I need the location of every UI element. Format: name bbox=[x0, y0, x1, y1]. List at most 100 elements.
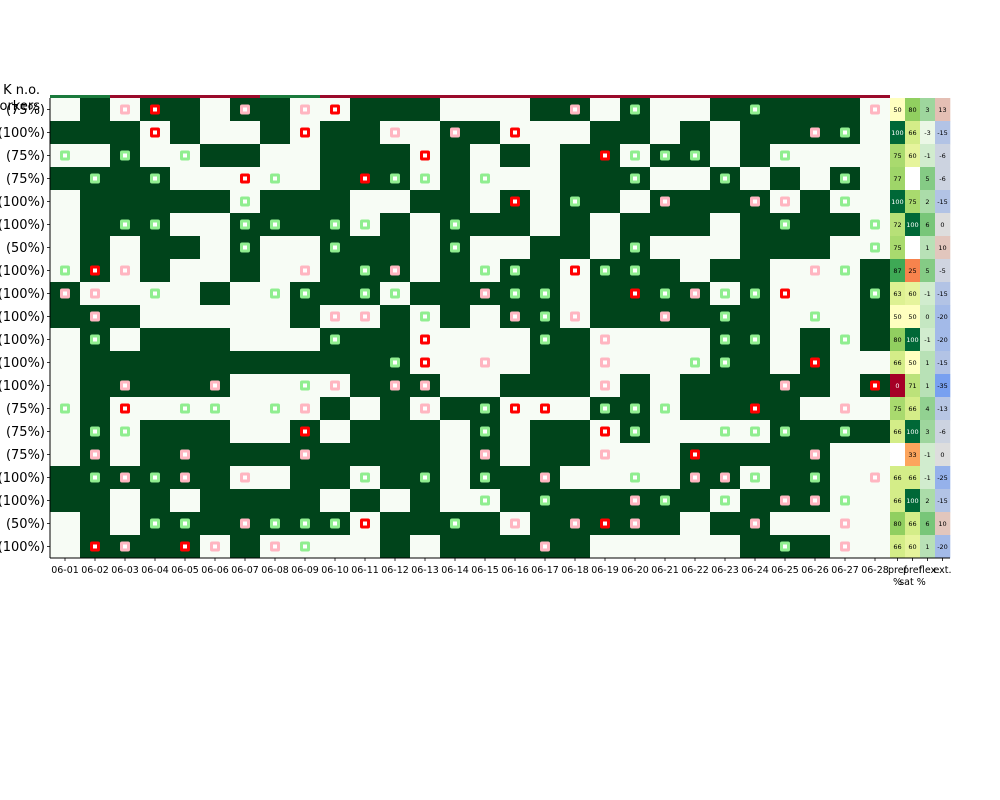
heatmap-cell bbox=[350, 98, 381, 122]
heatmap-cell bbox=[260, 98, 291, 122]
cell-marker-center bbox=[243, 475, 247, 480]
cell-marker-center bbox=[603, 521, 607, 526]
heatmap-cell bbox=[380, 535, 411, 559]
heatmap-cell bbox=[470, 236, 501, 260]
top-strip-segment bbox=[170, 95, 200, 98]
heatmap-cell bbox=[650, 213, 681, 237]
cell-marker-center bbox=[213, 406, 217, 411]
heatmap-cell bbox=[620, 213, 651, 237]
cell-marker-center bbox=[303, 107, 307, 112]
heatmap-cell bbox=[350, 144, 381, 168]
summary-cell bbox=[935, 512, 951, 536]
summary-value: -15 bbox=[937, 497, 948, 505]
heatmap-cell bbox=[680, 397, 711, 421]
heatmap-cell bbox=[80, 213, 111, 237]
summary-value: 66 bbox=[908, 474, 916, 482]
heatmap-cell bbox=[650, 328, 681, 352]
heatmap-cell bbox=[800, 98, 831, 122]
summary-cell bbox=[890, 328, 906, 352]
summary-value: -35 bbox=[937, 382, 948, 390]
heatmap-cell bbox=[470, 374, 501, 398]
summary-value: -15 bbox=[937, 359, 948, 367]
axes bbox=[49, 98, 950, 559]
cell-marker-center bbox=[93, 176, 97, 181]
top-strip-segment bbox=[230, 95, 260, 98]
summary-value: 50 bbox=[908, 359, 916, 367]
heatmap-cell bbox=[380, 489, 411, 513]
x-label: 06-06 bbox=[201, 565, 229, 576]
top-strip-segment bbox=[110, 95, 140, 98]
summary-value: 80 bbox=[893, 336, 901, 344]
cell-marker-center bbox=[603, 153, 607, 158]
heatmap-cell bbox=[200, 236, 231, 260]
heatmap-cell bbox=[830, 443, 861, 467]
summary-cell bbox=[890, 512, 906, 536]
summary-cell bbox=[890, 374, 906, 398]
summary-cell bbox=[935, 190, 951, 214]
x-label: 06-24 bbox=[741, 565, 769, 576]
cell-marker-center bbox=[543, 544, 547, 549]
top-strip-segment bbox=[290, 95, 320, 98]
heatmap-cell bbox=[500, 328, 531, 352]
heatmap-cell bbox=[770, 512, 801, 536]
top-strip-segment bbox=[860, 95, 890, 98]
cell-marker-center bbox=[633, 498, 637, 503]
cell-marker-center bbox=[303, 406, 307, 411]
heatmap-cell bbox=[860, 259, 891, 283]
cell-marker-center bbox=[663, 406, 667, 411]
heatmap-cell bbox=[140, 190, 171, 214]
cell-marker-center bbox=[603, 383, 607, 388]
heatmap-cell bbox=[770, 466, 801, 490]
summary-cell bbox=[905, 190, 921, 214]
summary-value: -25 bbox=[937, 474, 948, 482]
heatmap-cell bbox=[170, 420, 201, 444]
cell-marker-center bbox=[123, 268, 127, 273]
heatmap-cell bbox=[80, 397, 111, 421]
summary-value: 33 bbox=[908, 451, 916, 459]
heatmap-cell bbox=[530, 190, 561, 214]
top-strip-segment bbox=[560, 95, 590, 98]
cell-marker-center bbox=[813, 268, 817, 273]
row-label: (75%) bbox=[6, 103, 45, 118]
cell-marker-center bbox=[483, 360, 487, 365]
heatmap-cell bbox=[80, 374, 111, 398]
heatmap-cell bbox=[200, 213, 231, 237]
heatmap-cell bbox=[170, 282, 201, 306]
heatmap-cell bbox=[380, 443, 411, 467]
x-label: 06-09 bbox=[291, 565, 319, 576]
heatmap-cell bbox=[560, 466, 591, 490]
summary-value: -15 bbox=[937, 129, 948, 137]
summary-header: pref bbox=[903, 565, 923, 576]
summary-header: ext. bbox=[933, 565, 951, 576]
heatmap-cell bbox=[350, 420, 381, 444]
summary-value: 50 bbox=[908, 313, 916, 321]
summary-cell bbox=[935, 328, 951, 352]
summary-value: 2 bbox=[925, 497, 929, 505]
top-strip-segment bbox=[830, 95, 860, 98]
row-label: (100%) bbox=[0, 126, 45, 141]
heatmap-cell bbox=[740, 259, 771, 283]
cell-marker-center bbox=[843, 130, 847, 135]
top-strip-segment bbox=[380, 95, 410, 98]
heatmap-cell bbox=[80, 121, 111, 145]
cell-marker-center bbox=[183, 153, 187, 158]
heatmap-cell bbox=[800, 236, 831, 260]
row-label: (75%) bbox=[6, 402, 45, 417]
cell-marker-center bbox=[303, 521, 307, 526]
heatmap-cell bbox=[440, 98, 471, 122]
heatmap-cell bbox=[410, 512, 441, 536]
cell-marker-center bbox=[333, 383, 337, 388]
heatmap-cell bbox=[380, 305, 411, 329]
heatmap-cell bbox=[200, 489, 231, 513]
cell-marker-center bbox=[123, 406, 127, 411]
cell-marker-center bbox=[813, 130, 817, 135]
heatmap-cell bbox=[620, 351, 651, 375]
top-strip-segment bbox=[740, 95, 770, 98]
cell-marker-center bbox=[123, 383, 127, 388]
heatmap-cell bbox=[620, 305, 651, 329]
cell-marker-center bbox=[243, 521, 247, 526]
cell-marker-center bbox=[363, 268, 367, 273]
summary-value: 1 bbox=[925, 244, 929, 252]
x-label: 06-22 bbox=[681, 565, 709, 576]
heatmap-cell bbox=[200, 351, 231, 375]
